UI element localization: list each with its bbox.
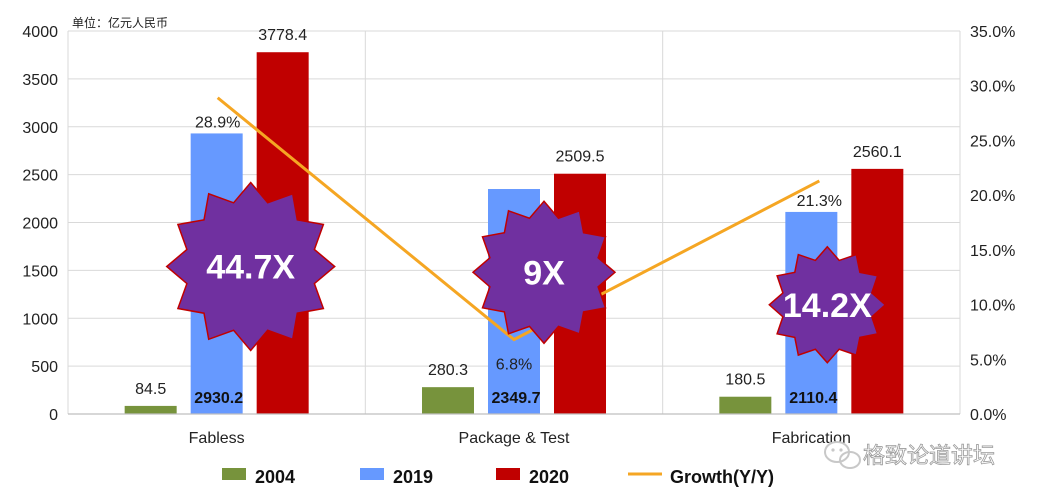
- bar-2004: [719, 396, 772, 414]
- legend: 2004 2019 2020 Growth(Y/Y): [222, 467, 774, 487]
- multiplier-label: 9X: [523, 254, 565, 292]
- growth-line: [216, 96, 821, 342]
- data-label-2019: 2930.2: [194, 390, 243, 407]
- y-left-tick-label: 2000: [22, 216, 58, 233]
- data-label-2019: 2349.7: [492, 390, 541, 407]
- multiplier-badge: [471, 200, 617, 345]
- multiplier-label: 14.2X: [783, 287, 872, 325]
- bar-2004: [422, 387, 474, 414]
- y-left-tick-label: 2500: [22, 168, 58, 185]
- y-right-tick-label: 15.0%: [970, 243, 1015, 260]
- legend-label: Growth(Y/Y): [670, 467, 774, 487]
- y-right-tick-label: 30.0%: [970, 79, 1015, 96]
- y-left-tick-label: 500: [31, 359, 58, 376]
- multiplier-label: 44.7X: [206, 249, 295, 287]
- y-right-tick-label: 0.0%: [970, 407, 1006, 424]
- data-label-2020: 3778.4: [258, 27, 307, 44]
- y-left-tick-label: 3500: [22, 72, 58, 89]
- wechat-icon: [824, 441, 861, 469]
- multiplier-badge: [768, 245, 887, 364]
- data-label-2020: 2509.5: [556, 149, 605, 166]
- legend-label: 2004: [255, 467, 295, 487]
- growth-label: 28.9%: [195, 114, 240, 131]
- watermark-text: 格致论道讲坛: [863, 443, 995, 468]
- growth-line-path: [216, 96, 821, 342]
- data-label-2019: 2110.4: [789, 390, 837, 407]
- watermark: 格致论道讲坛: [824, 441, 995, 469]
- data-labels: 84.5 2930.2 3778.4 280.3 2349.7 2509.5 180.5 21…: [135, 27, 902, 407]
- data-label-2004: 280.3: [428, 362, 468, 379]
- legend-swatch-2004: [222, 468, 246, 480]
- y-left-tick-label: 3000: [22, 120, 58, 137]
- y-right-tick-label: 10.0%: [970, 298, 1015, 315]
- legend-swatch-2020: [496, 468, 520, 480]
- bar-2004: [124, 405, 177, 414]
- y-left-tick-label: 1000: [22, 311, 58, 328]
- y-right-tick-label: 35.0%: [970, 24, 1015, 41]
- y-right-tick-label: 20.0%: [970, 188, 1015, 205]
- data-label-2004: 84.5: [135, 381, 166, 398]
- y-left-tick-label: 0: [49, 407, 58, 424]
- y-right-tick-label: 25.0%: [970, 133, 1015, 150]
- growth-label: 6.8%: [496, 357, 532, 374]
- legend-swatch-2019: [360, 468, 384, 480]
- y-left-tick-label: 1500: [22, 263, 58, 280]
- data-label-2020: 2560.1: [853, 144, 902, 161]
- x-category-label: Package & Test: [459, 430, 570, 447]
- legend-label: 2019: [393, 467, 433, 487]
- multiplier-badges: 44.7X 9X 14.2X: [165, 181, 887, 364]
- y-right-tick-label: 5.0%: [970, 352, 1006, 369]
- x-category-label: Fabless: [189, 430, 245, 447]
- x-category-label: Fabrication: [772, 430, 851, 447]
- data-label-2004: 180.5: [725, 372, 765, 389]
- multiplier-badge: [165, 181, 336, 352]
- y-left-tick-label: 4000: [22, 24, 58, 41]
- unit-label: 单位：亿元人民币: [72, 15, 168, 30]
- legend-label: 2020: [529, 467, 569, 487]
- axes: 0 500 1000 1500 2000 2500 3000 3500 4000 0.0% 5.0%…: [22, 24, 1015, 447]
- growth-label: 21.3%: [797, 193, 842, 210]
